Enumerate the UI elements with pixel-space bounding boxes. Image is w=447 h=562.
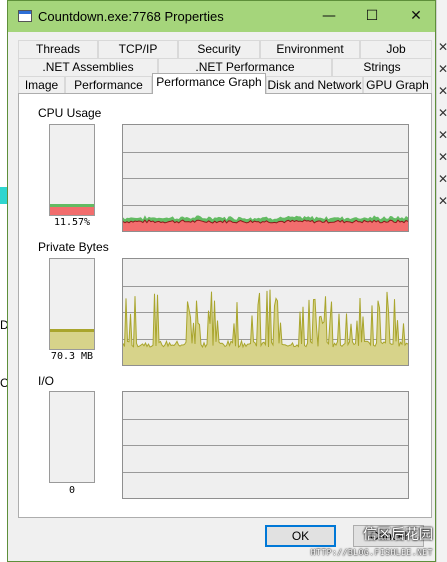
meter-fill bbox=[50, 203, 94, 215]
background-highlight bbox=[0, 187, 7, 204]
cpu-usage-value: 11.57% bbox=[53, 217, 91, 228]
close-button[interactable]: ✕ bbox=[410, 8, 422, 24]
io-value: 0 bbox=[68, 485, 76, 496]
private-bytes-label: Private Bytes bbox=[38, 240, 109, 254]
background-text-fragment: D bbox=[0, 318, 9, 332]
tab-net-performance[interactable]: .NET Performance bbox=[158, 58, 332, 76]
properties-dialog: Countdown.exe:7768 Properties — ☐ ✕ Thre… bbox=[7, 0, 436, 562]
io-label: I/O bbox=[38, 374, 55, 388]
private-bytes-line bbox=[123, 289, 408, 349]
meter-fill bbox=[50, 328, 94, 349]
cancel-button[interactable]: Cancel bbox=[353, 525, 424, 547]
performance-graph-panel: CPU Usage 11.57% Private Bytes 70.3 MB I… bbox=[18, 93, 432, 518]
background-close-glyph: ✕ bbox=[438, 194, 447, 208]
ok-button[interactable]: OK bbox=[265, 525, 336, 547]
tab-strip: Threads TCP/IP Security Environment Job … bbox=[18, 40, 432, 96]
tab-performance-graph[interactable]: Performance Graph bbox=[152, 73, 266, 94]
tab-job[interactable]: Job bbox=[360, 40, 432, 58]
background-close-glyph: ✕ bbox=[438, 62, 447, 76]
tab-performance[interactable]: Performance bbox=[65, 76, 152, 94]
background-window-edge bbox=[0, 0, 8, 562]
cpu-usage-label: CPU Usage bbox=[38, 106, 102, 120]
background-window-edge-right bbox=[436, 0, 447, 562]
private-bytes-graph bbox=[122, 258, 409, 366]
window-app-icon bbox=[18, 10, 32, 22]
tab-net-assemblies[interactable]: .NET Assemblies bbox=[18, 58, 158, 76]
background-close-glyph: ✕ bbox=[438, 106, 447, 120]
private-bytes-area bbox=[123, 289, 408, 365]
tab-gpu-graph[interactable]: GPU Graph bbox=[363, 76, 432, 94]
io-chart bbox=[123, 419, 408, 473]
tab-environment[interactable]: Environment bbox=[260, 40, 360, 58]
tab-threads[interactable]: Threads bbox=[18, 40, 98, 58]
private-bytes-meter bbox=[49, 258, 95, 350]
maximize-button[interactable]: ☐ bbox=[365, 8, 379, 24]
private-bytes-chart bbox=[123, 286, 408, 365]
io-meter bbox=[49, 391, 95, 483]
background-close-glyph: ✕ bbox=[438, 84, 447, 98]
cpu-kernel-area bbox=[123, 220, 408, 231]
window-title: Countdown.exe:7768 Properties bbox=[38, 9, 224, 24]
background-close-glyph: ✕ bbox=[438, 128, 447, 142]
title-bar[interactable]: Countdown.exe:7768 Properties — ☐ ✕ bbox=[8, 1, 435, 32]
tab-disk-and-network[interactable]: Disk and Network bbox=[266, 76, 363, 94]
tab-tcp-ip[interactable]: TCP/IP bbox=[98, 40, 178, 58]
cpu-usage-graph bbox=[122, 124, 409, 232]
cpu-kernel-line bbox=[123, 219, 408, 224]
background-close-glyph: ✕ bbox=[438, 150, 447, 164]
background-close-glyph: ✕ bbox=[438, 172, 447, 186]
cpu-usage-meter bbox=[49, 124, 95, 216]
io-graph bbox=[122, 391, 409, 499]
tab-security[interactable]: Security bbox=[178, 40, 260, 58]
background-close-glyph: ✕ bbox=[438, 40, 447, 54]
cpu-usage-chart bbox=[123, 152, 408, 231]
tab-image[interactable]: Image bbox=[18, 76, 65, 94]
tab-strings[interactable]: Strings bbox=[332, 58, 432, 76]
private-bytes-value: 70.3 MB bbox=[50, 351, 94, 362]
minimize-button[interactable]: — bbox=[322, 8, 336, 24]
